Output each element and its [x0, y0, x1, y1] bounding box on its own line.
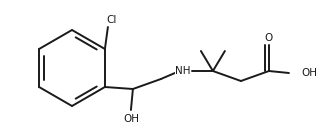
Text: OH: OH	[123, 114, 139, 124]
Text: OH: OH	[301, 68, 317, 78]
Text: NH: NH	[175, 66, 191, 76]
Text: Cl: Cl	[107, 15, 117, 25]
Text: O: O	[265, 33, 273, 43]
